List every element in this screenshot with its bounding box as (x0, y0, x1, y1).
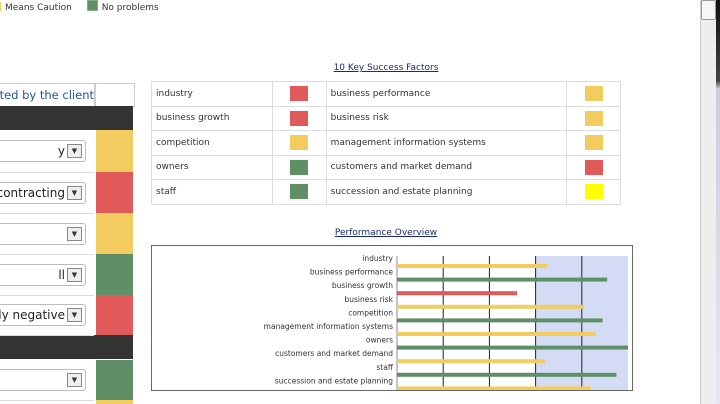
ksf-label: competition (151, 130, 273, 156)
ksf-row: business growth business risk (151, 105, 621, 131)
category-label: customers and market demand (275, 349, 393, 358)
performance-chart: industry business performance business gro… (151, 245, 633, 393)
client-select[interactable]: ntly negative▼ (0, 304, 86, 326)
ksf-label: owners (151, 154, 273, 180)
category-label: succession and estate planning (275, 376, 393, 385)
bar-yellow (397, 386, 592, 391)
status-cell-green (96, 360, 133, 400)
bar-yellow (397, 264, 548, 268)
client-row: ▼ (0, 213, 94, 255)
category-label: staff (376, 363, 393, 372)
bar-yellow (397, 359, 545, 364)
legend-label-caution: Means Caution (5, 3, 72, 13)
ksf-label: industry (151, 81, 273, 107)
client-row: ▼ (0, 360, 94, 401)
category-label: owners (366, 336, 393, 345)
bar-yellow (397, 332, 596, 336)
client-row: ll ▼ (0, 254, 94, 296)
client-row: y ▼ (0, 130, 94, 173)
client-select[interactable]: ▼ (0, 369, 86, 391)
category-label: management information systems (264, 322, 393, 331)
status-cell-green (96, 254, 133, 295)
chart-svg: industry business performance business gro… (264, 254, 628, 393)
ksf-label: business growth (151, 105, 273, 131)
category-label: competition (348, 308, 393, 317)
section-divider (0, 106, 133, 130)
ksf-status-yellow (584, 135, 603, 151)
ksf-row: staff succession and estate planning (151, 179, 621, 205)
section-divider (0, 335, 133, 359)
ksf-status-red (290, 86, 309, 102)
status-column-header (95, 83, 135, 107)
bar-yellow (397, 304, 585, 309)
ksf-status-yellow (584, 110, 603, 126)
chevron-down-icon[interactable]: ▼ (67, 267, 82, 282)
status-cell-yellow (96, 213, 133, 254)
chevron-down-icon[interactable]: ▼ (67, 226, 82, 241)
ksf-status-red (290, 110, 309, 126)
client-row: ntly negative▼ (0, 295, 94, 336)
ksf-status-green (290, 184, 309, 200)
status-cell-yellow (96, 130, 133, 172)
category-label: industry (362, 254, 393, 263)
ksf-label: customers and market demand (325, 154, 568, 180)
bar-green (397, 318, 603, 323)
ksf-title[interactable]: 10 Key Success Factors (333, 63, 439, 73)
ksf-label: staff (151, 179, 273, 205)
legend-label-ok: No problems (101, 3, 159, 13)
ksf-status-bright_yellow (584, 184, 603, 200)
client-select[interactable]: contracting ▼ (0, 181, 86, 204)
ksf-label: business risk (325, 105, 568, 131)
ksf-status-red (584, 159, 603, 175)
client-column-header: lected by the client (0, 83, 95, 107)
bar-green (397, 345, 628, 350)
chevron-down-icon[interactable]: ▼ (67, 185, 82, 200)
ksf-row: competition management information system… (151, 130, 621, 156)
client-select[interactable]: y ▼ (0, 140, 86, 162)
ksf-row: industry business performance (151, 81, 621, 107)
bar-green (397, 372, 617, 377)
client-select[interactable]: ll ▼ (0, 263, 86, 286)
ksf-label: business performance (325, 81, 568, 107)
category-label: business performance (310, 268, 393, 277)
chevron-down-icon[interactable]: ▼ (67, 308, 82, 322)
legend: Means Caution No problems (0, 0, 159, 13)
chevron-down-icon[interactable]: ▼ (67, 373, 82, 387)
category-label: business growth (332, 281, 393, 290)
legend-swatch-caution (0, 2, 1, 11)
ksf-label: management information systems (325, 130, 568, 156)
window-edge (716, 0, 720, 404)
chevron-down-icon[interactable]: ▼ (67, 144, 82, 158)
ksf-status-yellow (584, 86, 603, 102)
ksf-status-yellow (290, 135, 309, 151)
client-select[interactable]: ▼ (0, 222, 86, 245)
ksf-row: owners customers and market demand (151, 154, 621, 180)
bar-red (397, 291, 518, 296)
performance-overview-title[interactable]: Performance Overview (334, 228, 438, 238)
status-cell-red (96, 172, 133, 213)
status-cell-red (96, 295, 133, 335)
client-row: contracting ▼ (0, 172, 94, 214)
category-label: business risk (345, 295, 394, 304)
ksf-status-green (290, 159, 309, 175)
ksf-label: succession and estate planning (325, 179, 568, 205)
scrollbar[interactable] (700, 0, 717, 404)
status-cell-yellow (96, 400, 133, 404)
bar-green (397, 277, 608, 282)
scrollbar-thumb[interactable] (701, 0, 716, 20)
legend-swatch-ok (86, 0, 98, 11)
ksf-table: industry business performance business gro… (151, 81, 621, 205)
